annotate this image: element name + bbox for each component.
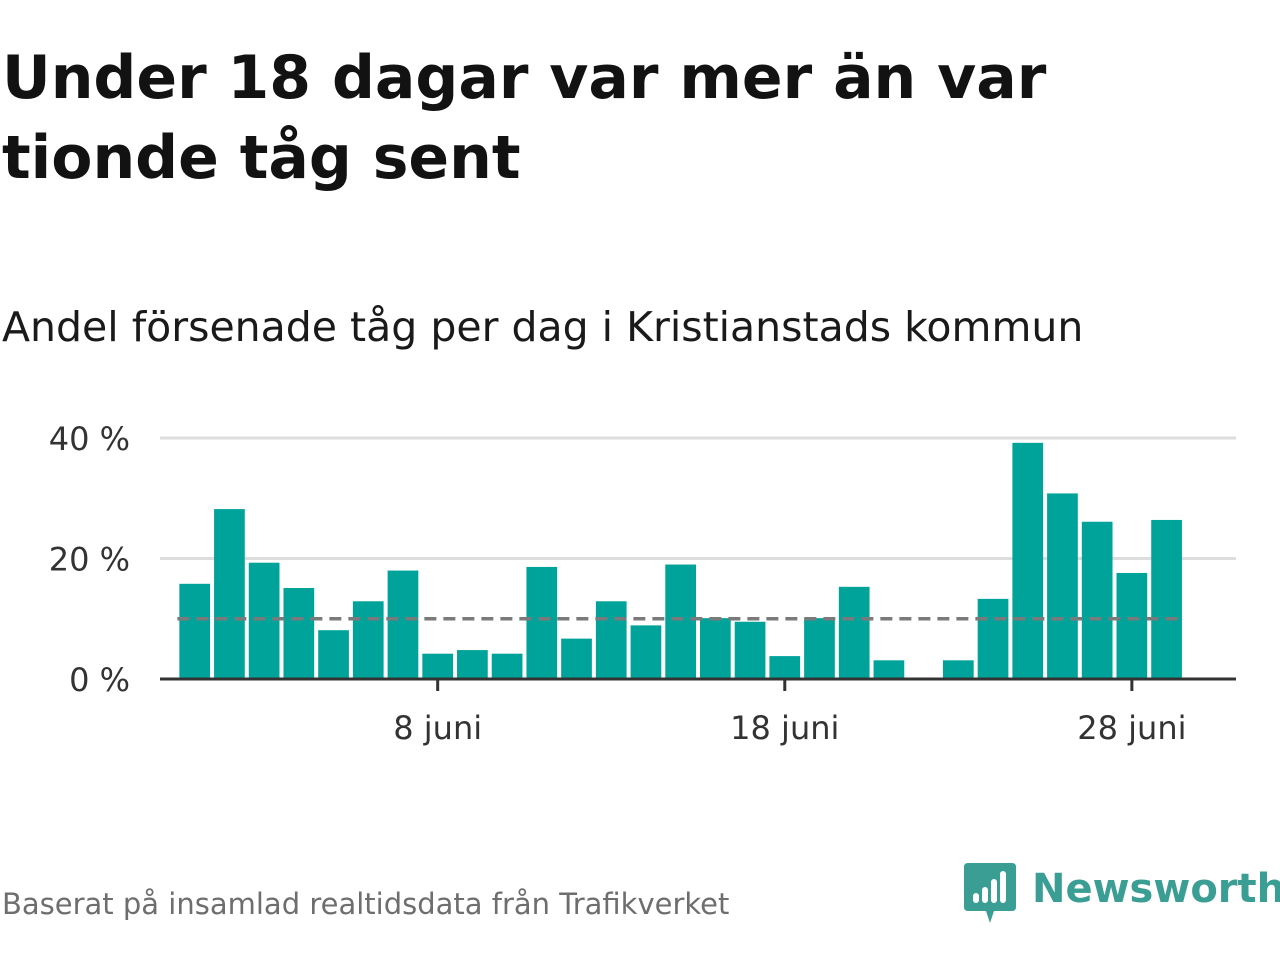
bar-day-14 <box>630 625 662 679</box>
bar-day-18 <box>769 656 801 679</box>
bar-day-6 <box>352 601 384 679</box>
bar-day-17 <box>734 621 766 679</box>
bar-day-15 <box>665 564 696 679</box>
y-tick-label: 40 % <box>49 420 130 458</box>
source-note: Baserat på insamlad realtidsdata från Tr… <box>2 887 730 921</box>
bar-day-8 <box>422 653 454 679</box>
y-axis-labels: 0 % 20 % 40 % <box>49 420 130 699</box>
newsworthy-logo-icon <box>964 863 1016 923</box>
bar-day-2 <box>214 509 245 679</box>
y-tick-label: 20 % <box>49 541 130 579</box>
bar-day-29 <box>1151 519 1182 679</box>
bar-day-19 <box>804 618 835 679</box>
bar-chart: 0 % 20 % 40 % 8 juni 18 juni 28 juni <box>49 420 1236 747</box>
bar-day-16 <box>700 618 731 679</box>
x-tick-label: 8 juni <box>393 709 482 747</box>
bar-day-23 <box>942 660 974 679</box>
bar-day-25 <box>1012 442 1044 679</box>
bar-day-9 <box>457 650 488 679</box>
bar-day-21 <box>873 660 905 679</box>
bar-day-12 <box>561 638 592 679</box>
bar-day-1 <box>179 583 211 679</box>
x-axis <box>160 677 1236 691</box>
brand: Newsworthy <box>964 862 1280 926</box>
bar-day-20 <box>838 586 870 679</box>
bar-day-27 <box>1081 521 1113 679</box>
bar-day-10 <box>491 653 523 679</box>
bar-day-24 <box>977 598 1009 679</box>
brand-name: Newsworthy <box>1032 866 1280 912</box>
chart-subtitle: Andel försenade tåg per dag i Kristianst… <box>2 303 1084 351</box>
x-tick-label: 28 juni <box>1077 709 1186 747</box>
chart-title: Under 18 dagar var mer än var tionde tåg… <box>2 43 1047 193</box>
x-axis-labels: 8 juni 18 juni 28 juni <box>393 709 1186 747</box>
bar-day-3 <box>248 562 280 679</box>
bar-day-7 <box>387 570 419 679</box>
bar-day-13 <box>595 601 627 679</box>
bars <box>179 442 1182 679</box>
x-tick-label: 18 juni <box>730 709 839 747</box>
bar-day-5 <box>318 630 349 679</box>
bar-day-11 <box>526 566 558 679</box>
bar-day-4 <box>283 588 315 679</box>
y-tick-label: 0 % <box>69 661 130 699</box>
bar-day-26 <box>1047 493 1078 679</box>
bar-day-28 <box>1116 572 1148 679</box>
